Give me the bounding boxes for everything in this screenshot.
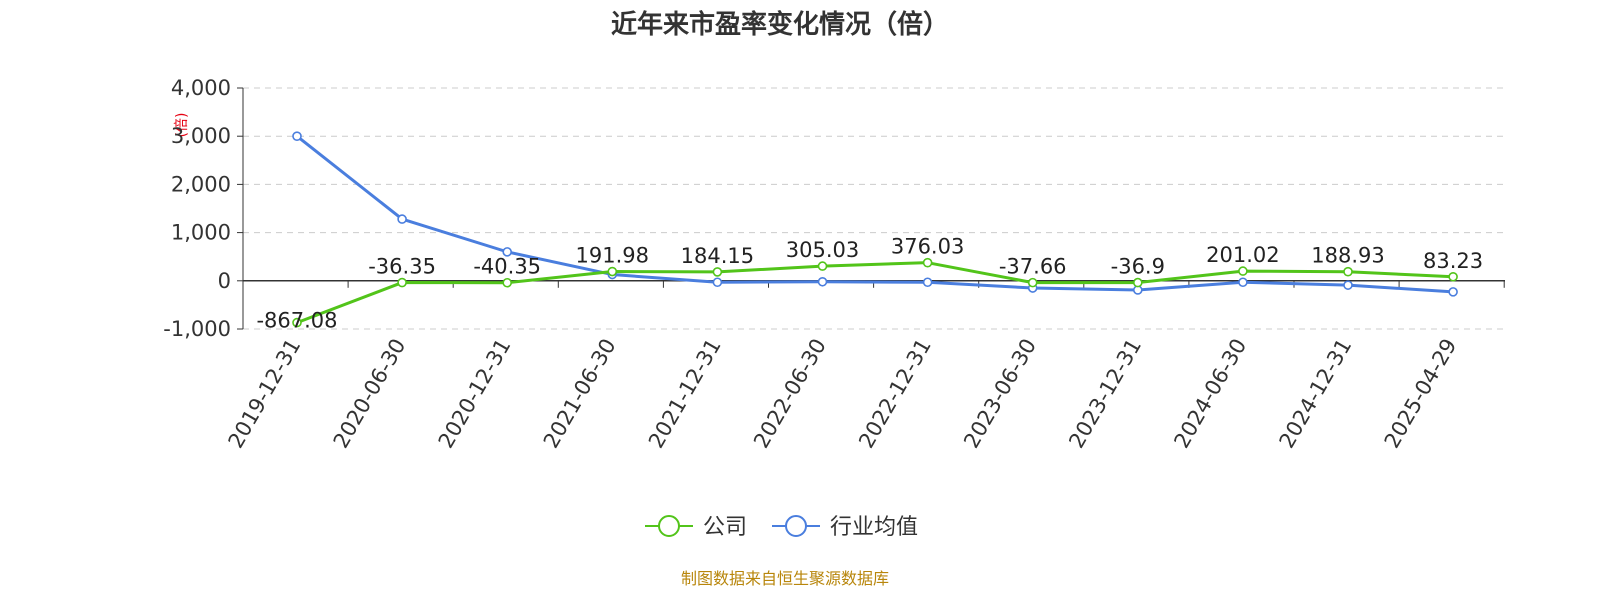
data-point[interactable] [1343,266,1353,277]
data-point[interactable] [502,277,513,288]
legend-label[interactable]: 行业均值 [830,515,918,540]
data-point[interactable] [1343,280,1353,290]
data-label: -37.66 [999,255,1067,279]
data-label: 191.98 [576,244,649,268]
legend-marker[interactable] [785,515,807,537]
data-point[interactable] [1448,271,1458,282]
y-tick-label: 2,000 [171,172,231,196]
data-point[interactable] [1238,277,1248,288]
data-label: -36.9 [1111,255,1165,279]
data-label: 201.02 [1206,243,1279,267]
data-label: 188.93 [1311,244,1384,268]
data-labels: -867.08 -36.35 -40.35 191.98 184.15 305.03 376… [256,235,1483,333]
data-label: -40.35 [473,255,541,279]
y-tick-label: 1,000 [171,221,231,245]
data-label: -36.35 [368,255,436,279]
y-tick-label: 4,000 [171,76,231,100]
data-point[interactable] [922,257,933,268]
axes: -1,000 0 1,000 2,000 3,000 4,000 2019-12-31 202… [163,76,1505,452]
data-point[interactable] [817,261,828,271]
x-tick-label: 2024-12-31 [1275,335,1357,453]
source-note: 制图数据来自恒生聚源数据库 [681,569,889,588]
data-point[interactable] [502,247,513,257]
data-label: -867.08 [256,309,337,333]
legend-marker[interactable] [658,515,680,537]
data-point[interactable] [1133,277,1143,288]
y-tick-label: 3,000 [171,124,231,148]
data-point[interactable] [292,131,302,141]
x-tick-label: 2021-06-30 [539,335,621,453]
y-tick-label: -1,000 [163,317,231,341]
grid [243,87,1505,330]
data-point[interactable] [712,277,723,288]
data-point[interactable] [817,276,828,287]
x-tick-label: 2019-12-31 [224,335,306,453]
data-point[interactable] [1448,287,1458,297]
series-line [296,261,1454,324]
series-lines [292,131,1458,328]
series-line [296,135,1454,294]
data-label: 83.23 [1423,249,1483,273]
data-point[interactable] [607,266,618,277]
data-point[interactable] [397,214,407,224]
data-point[interactable] [1238,266,1248,276]
x-tick-label: 2025-04-29 [1380,335,1462,453]
x-tick-label: 2022-12-31 [854,335,936,453]
x-tick-label: 2020-06-30 [329,334,411,452]
y-tick-label: 0 [218,269,231,293]
x-tick-label: 2023-12-31 [1064,335,1146,453]
x-tick-label: 2022-06-30 [749,335,831,453]
data-label: 184.15 [681,244,754,268]
data-point[interactable] [292,317,302,328]
chart-title: 近年来市盈率变化情况（倍） [611,9,949,40]
x-tick-label: 2024-06-30 [1169,335,1251,453]
data-point[interactable] [397,277,407,288]
x-tick-label: 2021-12-31 [644,335,726,453]
x-tick-label: 2023-06-30 [959,335,1041,453]
x-tick-label: 2020-12-31 [434,335,516,453]
legend-label[interactable]: 公司 [703,515,747,540]
data-label: 376.03 [891,235,964,259]
data-point[interactable] [922,277,933,288]
data-point[interactable] [712,267,723,277]
legend[interactable]: 公司 行业均值 [645,515,918,540]
y-unit-label: (倍) [174,113,190,138]
data-label: 305.03 [786,238,859,262]
data-point[interactable] [1027,277,1038,288]
